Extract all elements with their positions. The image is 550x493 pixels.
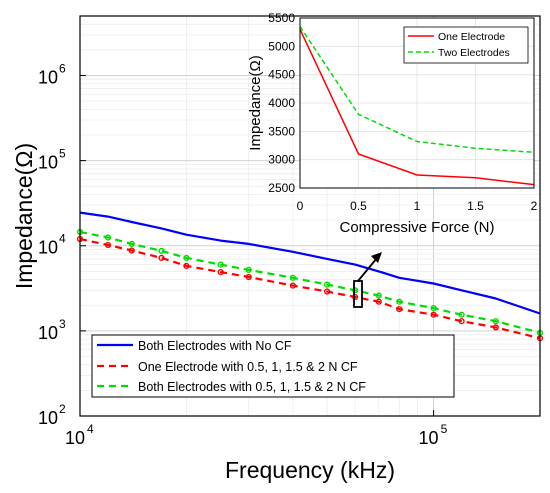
main-series-marker-2 [289, 274, 297, 281]
inset-y-tick-label: 3000 [268, 153, 295, 167]
inset-y-tick-label: 5000 [268, 39, 295, 53]
inset-y-ticks: 2500 3000 3500 4000 4500 5000 5500 [268, 11, 295, 195]
main-series-marker-2 [396, 298, 403, 305]
main-y-tick-exponent: 2 [59, 402, 66, 416]
main-axes-frame [79, 15, 541, 417]
main-series-line-2 [79, 230, 541, 334]
inset-x-tick-label: 0.5 [350, 199, 367, 213]
main-series-marker-2 [128, 240, 135, 248]
inset-y-tick-label: 3500 [268, 124, 295, 138]
main-series-marker-2 [217, 261, 224, 268]
inset-y-tick-label: 4000 [268, 96, 295, 110]
main-series-line-0 [79, 211, 541, 315]
inset-x-tick-label: 1.5 [467, 199, 484, 213]
main-legend: Both Electrodes with No CF One Electrode… [91, 334, 455, 398]
main-series-marker-1 [492, 324, 499, 331]
inset-axes-frame [299, 17, 535, 189]
inset-y-tick-label: 5500 [268, 11, 295, 25]
main-series-marker-1 [217, 269, 224, 276]
main-series-marker-2 [352, 287, 359, 294]
main-y-axis-label: Impedance(Ω) [11, 143, 37, 289]
main-legend-label-1: One Electrode with 0.5, 1, 1.5 & 2 N CF [138, 360, 358, 374]
main-x-tick-exponent: 5 [441, 422, 448, 436]
main-series-marker-1 [245, 273, 252, 281]
inset-chart: 0 0.5 1 1.5 2 2500 3000 3500 4000 4500 5000 5500 C… [247, 11, 538, 236]
main-series-marker-2 [492, 318, 499, 325]
main-y-tick-label: 10 [38, 408, 58, 428]
main-series-marker-2 [458, 311, 465, 318]
main-y-tick-exponent: 6 [59, 61, 66, 75]
inset-series-line-0 [299, 28, 535, 186]
main-series-marker-1 [430, 311, 437, 318]
pointer-arrow-line [357, 257, 378, 282]
main-series-marker-2 [183, 254, 190, 262]
main-x-tick-label: 10 [65, 428, 85, 448]
inset-legend-label-0: One Electrode [438, 31, 505, 43]
main-series-marker-1 [104, 241, 112, 249]
inset-legend-label-1: Two Electrodes [438, 47, 510, 59]
inset-y-axis-label: Impedance(Ω) [247, 55, 264, 150]
inset-series-line-1 [299, 26, 535, 154]
inset-y-tick-label: 4500 [268, 68, 295, 82]
main-legend-label-0: Both Electrodes with No CF [138, 339, 292, 353]
main-y-tick-label: 10 [38, 153, 58, 173]
main-y-tick-label: 10 [38, 323, 58, 343]
main-series-marker-2 [324, 281, 331, 288]
main-series-marker-2 [158, 247, 165, 255]
main-x-ticks: 10 4 10 5 [65, 410, 448, 448]
inset-legend-box [403, 26, 529, 64]
pointer-arrow-head [371, 252, 382, 263]
main-series-marker-2 [104, 234, 112, 241]
inset-x-tick-label: 1 [414, 199, 421, 213]
main-y-tick-label: 10 [38, 238, 58, 258]
main-series-line-1 [79, 237, 541, 340]
main-series-marker-2 [245, 266, 252, 274]
main-series-marker-1 [128, 247, 135, 254]
main-y-tick-exponent: 4 [59, 232, 66, 246]
main-series-marker-1 [289, 282, 297, 289]
main-series-marker-2 [375, 292, 382, 299]
main-series-marker-1 [352, 293, 359, 301]
main-legend-box [91, 334, 455, 398]
main-y-tick-exponent: 3 [59, 317, 66, 331]
main-legend-label-2: Both Electrodes with 0.5, 1, 1.5 & 2 N C… [138, 380, 366, 394]
main-series-marker-1 [375, 298, 382, 305]
main-series-marker-1 [324, 288, 331, 295]
main-x-axis-label: Frequency (kHz) [225, 457, 395, 483]
inset-x-ticks: 0 0.5 1 1.5 2 [297, 199, 538, 213]
main-x-tick-exponent: 4 [87, 422, 94, 436]
main-series-group [76, 211, 544, 342]
main-y-tick-label: 10 [38, 67, 58, 87]
main-series-marker-1 [158, 254, 165, 262]
main-series-marker-2 [430, 305, 437, 312]
inset-x-tick-label: 2 [531, 199, 538, 213]
inset-series-group [299, 26, 535, 186]
inset-y-tick-label: 2500 [268, 181, 295, 195]
main-series-marker-1 [396, 306, 403, 313]
main-y-tick-exponent: 5 [59, 147, 66, 161]
main-x-tick-label: 10 [419, 428, 439, 448]
main-series-marker-1 [458, 318, 465, 325]
inset-x-tick-label: 0 [297, 199, 304, 213]
main-series-marker-1 [183, 262, 190, 270]
inset-legend: One Electrode Two Electrodes [403, 26, 529, 64]
inset-x-axis-label: Compressive Force (N) [339, 219, 494, 236]
